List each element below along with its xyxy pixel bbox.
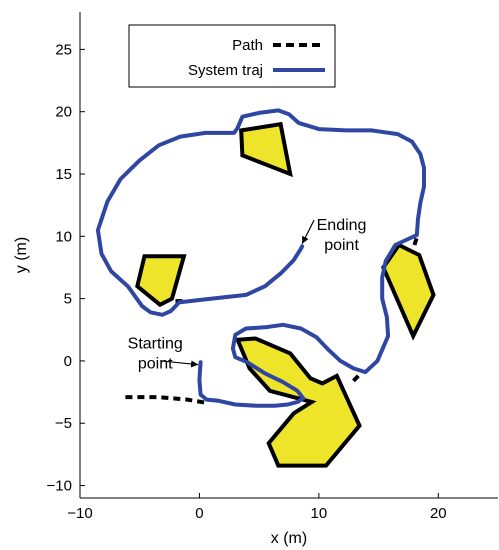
- x-tick-label: 10: [311, 505, 328, 522]
- x-tick-label: 0: [195, 505, 203, 522]
- y-tick-label: 25: [55, 41, 72, 58]
- y-tick-label: 20: [55, 104, 72, 121]
- legend: Path System traj: [128, 24, 336, 88]
- system-trajectory-line: [95, 108, 426, 408]
- annotation-arrow-2: [161, 360, 199, 368]
- annotation-text-2: point: [138, 355, 173, 372]
- annotation-arrow-1: [301, 219, 315, 245]
- legend-label-2: System traj: [188, 62, 263, 79]
- axes: −10 0 10 20 −10 −5 0 5 10 15 20 25 x (m) y (m): [13, 12, 498, 547]
- y-tick-label: 0: [64, 353, 72, 370]
- obstacles: [135, 121, 436, 468]
- legend-box: [128, 24, 336, 88]
- obstacle-1: [239, 121, 293, 178]
- obstacle-4: [234, 336, 362, 468]
- y-tick-label: −5: [55, 415, 72, 432]
- path-segment-1: [125, 395, 210, 406]
- x-tick-label: −10: [67, 505, 92, 522]
- x-tick-label: 20: [430, 505, 447, 522]
- legend-label-1: Path: [232, 37, 263, 54]
- obstacle-2: [135, 254, 187, 308]
- annotation-text-1: Ending: [317, 217, 367, 234]
- annotations: Ending point Starting point: [128, 217, 367, 372]
- path-segment-3: [352, 372, 363, 383]
- y-tick-label: 10: [55, 228, 72, 245]
- y-axis-label: y (m): [13, 237, 30, 273]
- y-tick-label: 15: [55, 166, 72, 183]
- obstacle-3: [381, 242, 436, 341]
- series-lines: [95, 108, 426, 408]
- x-axis-label: x (m): [271, 530, 307, 547]
- path-segment-4: [412, 236, 419, 246]
- y-tick-label: 5: [64, 291, 72, 308]
- annotation-text-1: point: [324, 237, 359, 254]
- y-tick-label: −10: [47, 478, 72, 495]
- annotation-text-2: Starting: [128, 335, 183, 352]
